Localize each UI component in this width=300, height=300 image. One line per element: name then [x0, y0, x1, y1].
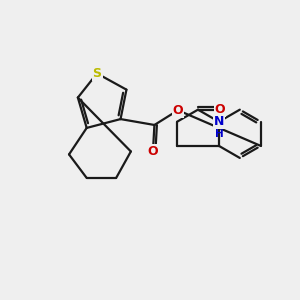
- Text: S: S: [92, 67, 101, 80]
- Text: N: N: [214, 115, 224, 128]
- Text: O: O: [173, 104, 183, 117]
- Text: O: O: [215, 103, 225, 116]
- Text: O: O: [148, 145, 158, 158]
- Text: H: H: [214, 128, 223, 139]
